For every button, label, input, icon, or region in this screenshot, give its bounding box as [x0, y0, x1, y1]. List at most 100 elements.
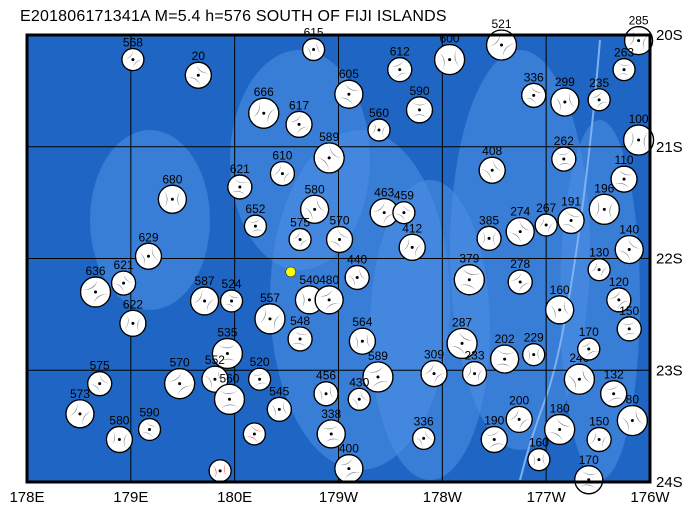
focal-mechanism[interactable] — [587, 88, 611, 112]
focal-mechanism[interactable] — [534, 213, 558, 237]
depth-label: 545 — [269, 384, 289, 398]
focal-mechanism[interactable] — [313, 381, 339, 407]
focal-mechanism[interactable] — [164, 368, 196, 400]
lon-tick-label: 180E — [217, 489, 252, 506]
focal-mechanism[interactable] — [446, 327, 478, 360]
focal-mechanism[interactable] — [110, 270, 137, 296]
focal-mechanism[interactable] — [453, 264, 485, 296]
focal-mechanism[interactable] — [600, 380, 628, 408]
focal-mechanism[interactable] — [213, 383, 246, 415]
focal-mechanism[interactable] — [622, 124, 655, 156]
depth-label: 480 — [319, 273, 339, 287]
highlight-focal-mechanism[interactable] — [242, 422, 266, 446]
focal-mechanism[interactable] — [79, 276, 112, 308]
focal-mechanism[interactable] — [545, 295, 575, 325]
focal-mechanism[interactable] — [387, 57, 413, 83]
focal-mechanism[interactable] — [189, 286, 220, 316]
focal-mechanism[interactable] — [544, 413, 576, 446]
focal-mechanism[interactable] — [616, 404, 648, 437]
focal-mechanism[interactable] — [476, 225, 502, 251]
focal-mechanism[interactable] — [557, 206, 585, 235]
focal-mechanism[interactable] — [254, 303, 286, 335]
focal-mechanism[interactable] — [347, 387, 371, 411]
focal-mechanism[interactable] — [588, 193, 620, 225]
focal-mechanism[interactable] — [157, 184, 187, 214]
focal-mechanism[interactable] — [550, 87, 580, 117]
focal-mechanism[interactable] — [325, 225, 354, 254]
focal-mechanism[interactable] — [367, 118, 391, 142]
focal-mechanism[interactable] — [612, 58, 636, 82]
focal-mechanism[interactable] — [606, 287, 632, 313]
focal-mechanism[interactable] — [313, 142, 345, 174]
focal-mechanism[interactable] — [134, 242, 163, 270]
focal-mechanism[interactable] — [334, 79, 364, 109]
depth-label: 570 — [170, 356, 190, 370]
focal-mechanism[interactable] — [201, 365, 229, 393]
focal-mechanism[interactable] — [505, 405, 533, 434]
focal-mechanism[interactable] — [362, 361, 394, 393]
depth-label: 110 — [614, 153, 633, 167]
focal-mechanism[interactable] — [119, 309, 147, 337]
depth-label: 100 — [629, 112, 649, 126]
focal-mechanism[interactable] — [587, 258, 611, 282]
focal-mechanism[interactable] — [586, 426, 612, 453]
focal-mechanism[interactable] — [505, 217, 535, 247]
focal-mechanism[interactable] — [105, 425, 134, 454]
depth-label: 612 — [390, 45, 410, 59]
focal-mechanism[interactable] — [521, 82, 547, 108]
focal-mechanism[interactable] — [616, 316, 642, 342]
focal-mechanism[interactable] — [507, 269, 533, 295]
focal-mechanism[interactable] — [87, 371, 113, 397]
focal-mechanism[interactable] — [610, 165, 638, 193]
depth-label: 309 — [424, 348, 444, 362]
focal-mechanism[interactable] — [348, 327, 376, 355]
highlight-focal-mechanism[interactable] — [208, 459, 232, 483]
focal-mechanism[interactable] — [563, 363, 595, 395]
focal-mechanism[interactable] — [121, 47, 145, 72]
depth-label: 636 — [86, 264, 106, 278]
focal-mechanism[interactable] — [551, 146, 577, 172]
focal-mechanism[interactable] — [247, 367, 272, 391]
focal-mechanism[interactable] — [398, 233, 426, 261]
focal-mechanism[interactable] — [522, 343, 546, 367]
focal-mechanism[interactable] — [300, 194, 330, 224]
depth-label: 180 — [550, 401, 570, 415]
focal-mechanism[interactable] — [269, 160, 296, 187]
focal-mechanism[interactable] — [288, 227, 312, 252]
focal-mechanism[interactable] — [574, 465, 604, 495]
focal-mechanism[interactable] — [211, 337, 243, 370]
focal-mechanism[interactable] — [490, 344, 520, 374]
focal-mechanism[interactable] — [287, 326, 313, 352]
main-event-marker[interactable] — [285, 266, 296, 278]
focal-mechanism[interactable] — [461, 361, 488, 387]
depth-label: 524 — [222, 277, 242, 291]
focal-mechanism[interactable] — [248, 97, 280, 129]
focal-mechanism[interactable] — [405, 96, 434, 124]
focal-mechanism[interactable] — [420, 360, 448, 388]
focal-mechanism[interactable] — [137, 417, 162, 442]
focal-mechanism[interactable] — [344, 264, 370, 291]
focal-mechanism[interactable] — [301, 37, 326, 62]
depth-label: 622 — [123, 297, 143, 311]
focal-mechanism[interactable] — [478, 156, 506, 184]
focal-mechanism[interactable] — [227, 174, 253, 200]
focal-mechanism[interactable] — [184, 61, 212, 89]
focal-mechanism[interactable] — [316, 419, 346, 449]
focal-mechanism[interactable] — [243, 214, 268, 238]
focal-mechanism[interactable] — [219, 289, 244, 313]
depth-label: 202 — [495, 332, 515, 346]
focal-mechanism[interactable] — [392, 201, 416, 225]
focal-mechanism[interactable] — [314, 285, 344, 315]
focal-mechanism[interactable] — [65, 399, 95, 429]
focal-mechanism[interactable] — [412, 426, 436, 451]
focal-mechanism[interactable] — [577, 337, 601, 361]
focal-mechanism[interactable] — [614, 234, 644, 265]
depth-label: 262 — [554, 134, 574, 148]
focal-mechanism[interactable] — [285, 110, 313, 139]
focal-mechanism[interactable] — [334, 453, 364, 484]
focal-mechanism[interactable] — [434, 43, 466, 76]
focal-mechanism[interactable] — [266, 396, 292, 422]
focal-mechanism[interactable] — [485, 29, 518, 61]
focal-mechanism[interactable] — [527, 448, 551, 472]
focal-mechanism[interactable] — [480, 425, 508, 454]
